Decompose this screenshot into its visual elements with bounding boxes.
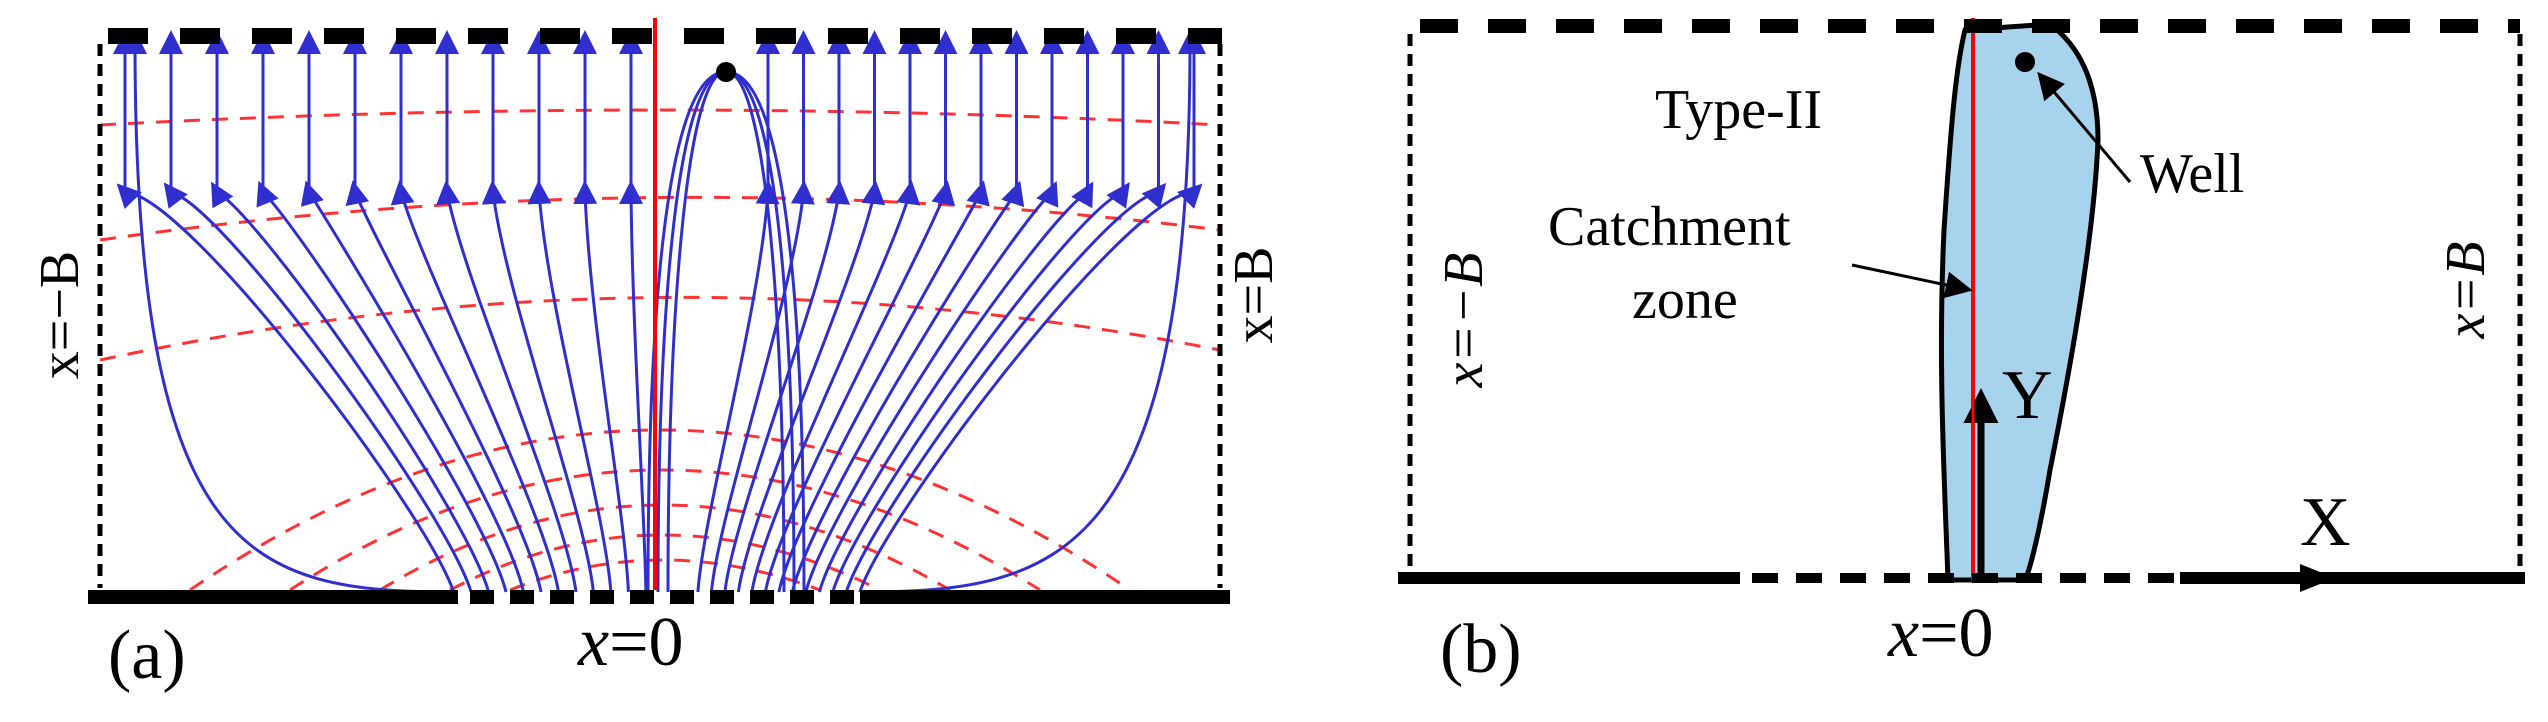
streamline [159, 29, 473, 593]
catchment-zone [1938, 21, 2101, 583]
equipotential-line [509, 558, 821, 592]
streamline [123, 30, 456, 594]
equipotential-line [100, 295, 1221, 362]
streamline [709, 29, 816, 593]
streamline [527, 29, 613, 593]
panel-b-right-boundary-label: x=B [2435, 242, 2497, 340]
panel-b: Type-II Catchment zone Well Y X (b) x=0 … [1398, 18, 2525, 688]
well-pointer [2037, 71, 2132, 183]
catchment-pointer [1851, 263, 1973, 299]
streamline [205, 29, 491, 593]
streamline [481, 29, 595, 593]
streamline [736, 29, 887, 593]
well-point [716, 62, 736, 82]
catchment-label-line2: zone [1632, 269, 1738, 331]
streamline [113, 29, 456, 593]
equipotential-line [379, 503, 951, 592]
streamline [343, 29, 543, 593]
panel-a-label: (a) [108, 617, 186, 694]
equipotential-line [289, 468, 1041, 592]
well-point-b [2015, 52, 2035, 72]
panel-a-left-boundary-label: x=−B [29, 251, 91, 380]
streamline [435, 29, 578, 593]
panel-b-bottom-label: x=0 [1887, 595, 1994, 672]
panel-b-left-boundary-label: x=−B [1433, 253, 1495, 389]
streamline [858, 29, 1206, 593]
streamline [723, 29, 851, 593]
streamline [750, 29, 922, 593]
streamline [831, 29, 1135, 593]
x-axis-arrowhead [2300, 564, 2335, 592]
streamline [844, 29, 1171, 593]
type-label: Type-II [1655, 79, 1822, 141]
streamline [859, 30, 1202, 594]
panel-a: (a) x=0 x=−B x=B [29, 18, 1285, 694]
streamline [251, 29, 508, 593]
equipotential-line [449, 533, 881, 592]
catchment-label-line1: Catchment [1548, 196, 1791, 258]
streamline [817, 29, 1100, 593]
streamline [389, 29, 560, 593]
panel-a-right-boundary-label: x=B [1223, 247, 1285, 344]
y-axis-label: Y [2002, 357, 2053, 434]
x-axis-label: X [2300, 484, 2351, 561]
streamline [763, 29, 958, 593]
equipotential-line [100, 195, 1221, 242]
streamline [297, 29, 525, 593]
panel-b-label: (b) [1440, 611, 1522, 688]
well-label: Well [2140, 143, 2244, 205]
streamline [573, 29, 630, 593]
panel-a-bottom-label: x=0 [577, 604, 684, 681]
streamline [619, 29, 648, 593]
streamline [696, 29, 780, 593]
streamline [804, 29, 1064, 593]
streamlines [113, 29, 1206, 594]
streamline [790, 29, 1029, 593]
